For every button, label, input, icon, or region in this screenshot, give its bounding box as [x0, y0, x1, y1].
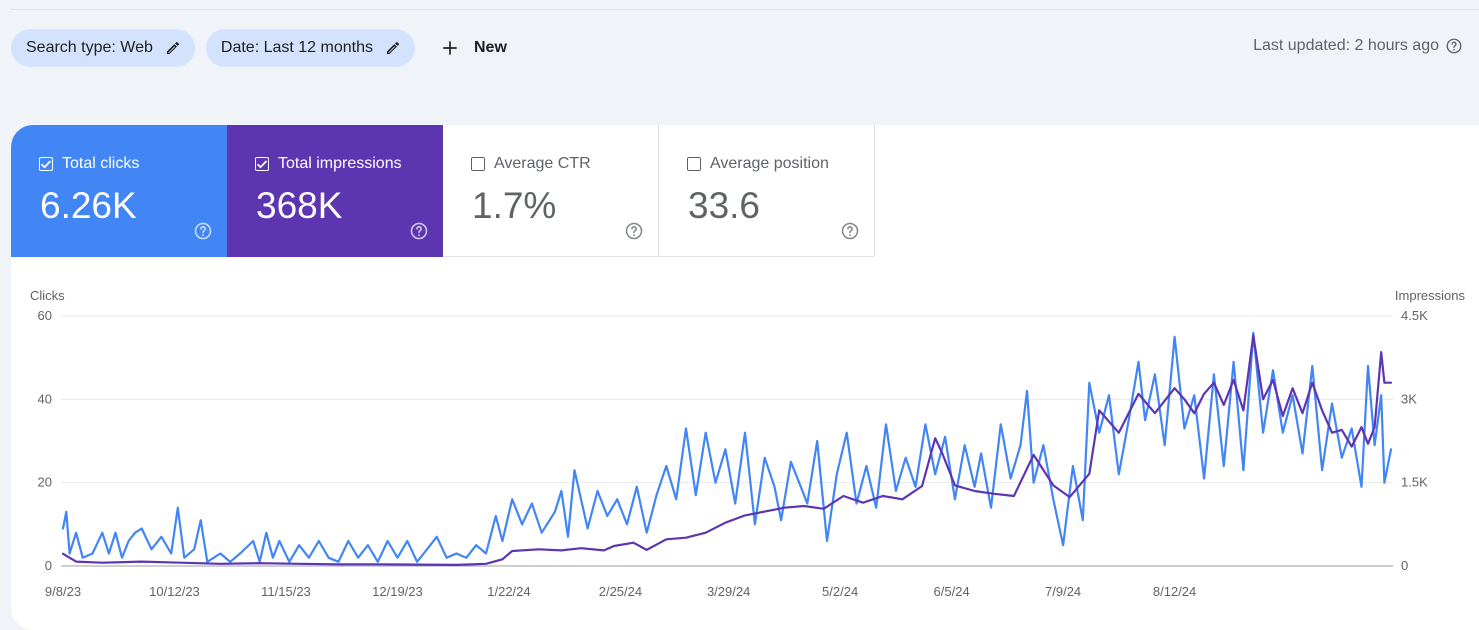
performance-chart: 0 0 20 1.5K 40 3K 60 4.5K Clicks Impressions 9/8/2… [30, 288, 1466, 599]
y-right-tick-label: 4.5K [1401, 308, 1428, 323]
y-right-axis-title: Impressions [1395, 288, 1466, 303]
edit-pencil-icon [386, 41, 399, 54]
checkbox-checked-icon[interactable] [39, 157, 53, 171]
help-icon[interactable] [1445, 37, 1463, 55]
metric-average-ctr[interactable]: Average CTR 1.7% [443, 125, 659, 257]
x-tick-label: 5/2/24 [822, 584, 858, 599]
help-icon[interactable] [193, 221, 213, 241]
filter-bar: Search type: Web Date: Last 12 months Ne… [11, 29, 519, 67]
x-tick-label: 8/12/24 [1153, 584, 1196, 599]
metric-value: 6.26K [40, 185, 137, 226]
last-updated-status: Last updated: 2 hours ago [1253, 37, 1463, 55]
metric-tabs: Total clicks 6.26K Total impressions 368… [11, 125, 875, 257]
x-tick-label: 1/22/24 [487, 584, 530, 599]
y-left-tick-label: 40 [38, 391, 52, 406]
y-left-axis-title: Clicks [30, 288, 65, 303]
metric-average-position[interactable]: Average position 33.6 [659, 125, 875, 257]
metric-total-impressions[interactable]: Total impressions 368K [227, 125, 443, 257]
help-icon[interactable] [409, 221, 429, 241]
x-tick-label: 7/9/24 [1045, 584, 1081, 599]
search-type-label: Search type: Web [26, 39, 153, 56]
y-right-tick-label: 0 [1401, 558, 1408, 573]
performance-card: Total clicks 6.26K Total impressions 368… [11, 125, 1479, 630]
last-updated-text: Last updated: 2 hours ago [1253, 37, 1439, 54]
metric-label: Average position [710, 155, 829, 172]
series-line-total-clicks [61, 331, 1393, 563]
x-tick-label: 2/25/24 [599, 584, 642, 599]
y-left-tick-label: 20 [38, 475, 52, 490]
x-tick-label: 3/29/24 [707, 584, 750, 599]
metric-total-clicks[interactable]: Total clicks 6.26K [11, 125, 227, 257]
series-line-total-impressions [61, 334, 1393, 566]
top-divider [11, 9, 1479, 10]
help-icon[interactable] [840, 221, 860, 241]
x-tick-label: 9/8/23 [45, 584, 81, 599]
search-type-chip[interactable]: Search type: Web [11, 29, 195, 67]
metric-label: Total clicks [62, 155, 140, 172]
y-left-tick-label: 60 [38, 308, 52, 323]
metric-value: 1.7% [472, 185, 557, 226]
y-right-tick-label: 3K [1401, 391, 1417, 406]
date-range-chip[interactable]: Date: Last 12 months [205, 29, 415, 67]
edit-pencil-icon [166, 41, 179, 54]
date-range-label: Date: Last 12 months [220, 39, 373, 56]
y-right-tick-label: 1.5K [1401, 475, 1428, 490]
x-tick-label: 11/15/23 [261, 584, 311, 599]
checkbox-unchecked-icon[interactable] [471, 157, 485, 171]
metric-value: 33.6 [688, 185, 761, 226]
x-tick-label: 10/12/23 [149, 584, 200, 599]
metric-label: Total impressions [278, 155, 402, 172]
metric-label: Average CTR [494, 155, 591, 172]
x-tick-label: 6/5/24 [934, 584, 970, 599]
checkbox-checked-icon[interactable] [255, 157, 269, 171]
help-icon[interactable] [624, 221, 644, 241]
x-tick-label: 12/19/23 [372, 584, 423, 599]
plus-icon [443, 41, 457, 55]
checkbox-unchecked-icon[interactable] [687, 157, 701, 171]
new-filter-button[interactable]: New [426, 29, 519, 67]
y-left-tick-label: 0 [45, 558, 52, 573]
metric-value: 368K [256, 185, 343, 226]
new-filter-label: New [473, 39, 507, 56]
